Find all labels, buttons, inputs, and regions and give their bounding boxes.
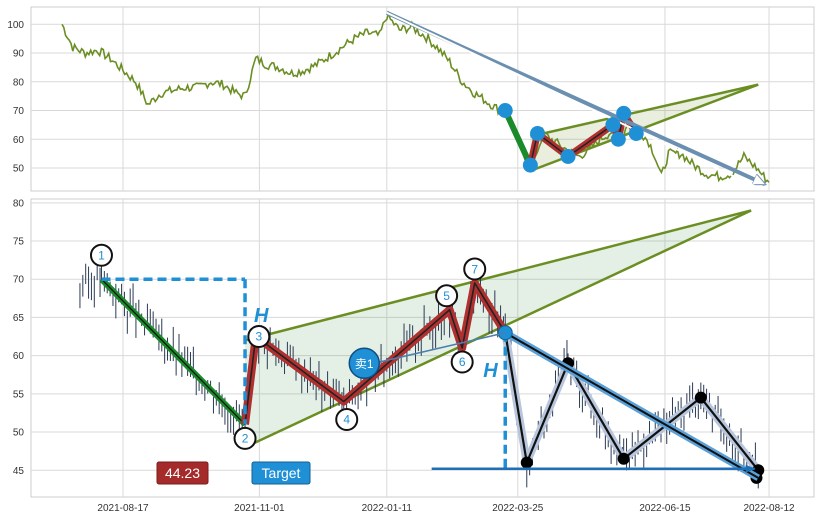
bottom-height-lines: HH [101, 277, 507, 469]
top-pivot-dot [610, 131, 626, 147]
top-pivot-dot [628, 126, 644, 141]
pattern-marker-label: 2 [242, 432, 249, 446]
pattern-marker-circle [463, 257, 487, 281]
sell-signal-label: 卖1 [355, 357, 374, 371]
pattern-marker-label: 6 [459, 355, 466, 369]
pattern-marker-circle [335, 407, 359, 431]
pattern-marker-circle [450, 350, 474, 374]
top-downtrend-arrow [385, 10, 765, 187]
bottom-x-tick-label: 2021-11-01 [234, 503, 285, 514]
bottom-x-tick-label: 2022-03-25 [492, 503, 544, 514]
bottom-wave-dot [694, 391, 707, 404]
top-price-line [61, 10, 770, 184]
sell-signal-marker: 卖1 [348, 331, 506, 380]
bottom-zigzag-leg-green-core [101, 278, 246, 425]
top-y-tick-label: 60 [13, 135, 25, 146]
pattern-marker-label: 3 [255, 330, 262, 344]
pattern-marker-circle [247, 325, 271, 349]
bottom-x-tick-label: 2021-08-17 [97, 503, 149, 514]
bottom-y-tick-label: 65 [13, 313, 25, 324]
top-y-tick-label: 90 [13, 49, 25, 60]
bottom-y-tick-label: 45 [13, 466, 25, 477]
top-pivot-dot [497, 103, 513, 118]
height-label-1: H [254, 305, 269, 327]
bottom-y-tick-label: 70 [13, 275, 25, 286]
top-trend-line [530, 83, 759, 138]
target-badge: Target [251, 461, 311, 485]
top-pivot-dot [530, 126, 546, 141]
top-zigzag-leg-green [502, 109, 534, 167]
bottom-x-tick-labels: 2021-08-17 2021-11-01 2022-01-11 2022-03-25… [97, 503, 795, 514]
pattern-marker-label: 1 [98, 248, 105, 262]
bottom-breakout-line [503, 329, 761, 481]
top-y-tick-labels: 50 60 70 80 90 100 [7, 20, 24, 175]
top-pivot-dot [522, 157, 538, 173]
bottom-wave-dot [520, 456, 533, 469]
top-y-tick-label: 80 [13, 77, 25, 88]
bottom-y-tick-label: 60 [13, 351, 25, 362]
top-panel-frame [30, 6, 815, 192]
bottom-y-tick-label: 50 [13, 428, 25, 439]
sell-signal-pointer [378, 331, 506, 364]
bottom-x-tick-label: 2022-06-15 [639, 503, 691, 514]
pattern-marker-circle [233, 426, 257, 450]
top-pivot-dots [497, 103, 644, 173]
bottom-x-tick-label: 2022-08-12 [743, 503, 795, 514]
target-label: Target [262, 465, 301, 481]
bottom-pattern-markers: 1 2 3 4 5 6 7 [89, 243, 513, 450]
pattern-marker-label: 4 [343, 413, 350, 427]
target-box [251, 461, 311, 485]
bottom-x-tick-label: 2022-01-11 [362, 503, 413, 514]
pattern-marker-circle [89, 243, 113, 267]
bottom-y-tick-label: 55 [13, 389, 25, 400]
top-panel: 50 60 70 80 90 100 [7, 6, 815, 192]
bottom-y-tick-label: 75 [13, 237, 25, 248]
top-grid [31, 7, 814, 191]
pattern-marker-label: 7 [471, 262, 478, 276]
height-label-2: H [483, 360, 498, 382]
pattern-marker-circle [435, 284, 459, 308]
bottom-breakout-core [504, 331, 759, 479]
bottom-wave-line [504, 332, 760, 471]
bottom-triangle-edge [244, 209, 752, 342]
target-value-box [156, 461, 209, 485]
bottom-wave-dot [617, 452, 630, 465]
top-pivot-dot [616, 105, 632, 121]
top-y-tick-label: 50 [13, 164, 25, 175]
bottom-y-tick-label: 80 [13, 198, 25, 209]
bottom-y-tick-labels: 45 50 55 60 65 70 75 80 [13, 198, 25, 476]
top-downtrend-arrow-inner [386, 11, 756, 188]
target-value-badge: 44.23 [156, 461, 209, 485]
top-y-tick-label: 100 [7, 20, 24, 31]
top-y-tick-label: 70 [13, 106, 25, 117]
top-pivot-dot [560, 149, 576, 164]
sell-signal-circle [348, 347, 381, 380]
top-pivot-dot [605, 117, 621, 133]
pattern-marker-label: 5 [443, 289, 450, 303]
target-value-label: 44.23 [165, 465, 200, 481]
